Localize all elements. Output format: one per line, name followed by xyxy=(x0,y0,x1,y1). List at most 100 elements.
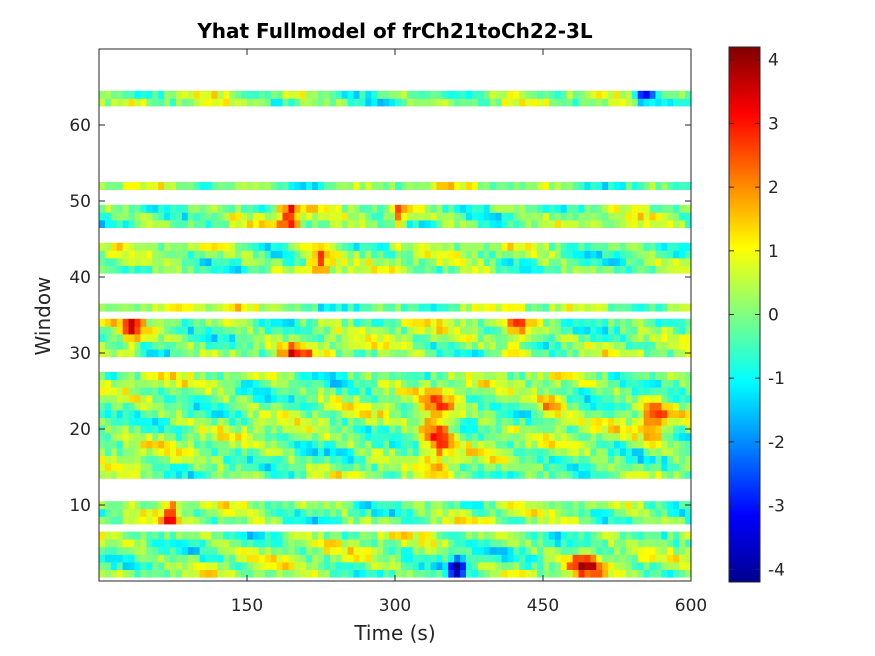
heatmap-cell xyxy=(365,318,372,327)
heatmap-cell xyxy=(507,463,514,472)
heatmap-cell xyxy=(406,440,414,449)
heatmap-cell xyxy=(264,470,272,479)
heatmap-cell xyxy=(395,220,402,228)
heatmap-cell xyxy=(673,432,680,441)
heatmap-cell xyxy=(306,98,313,107)
heatmap-cell xyxy=(353,470,360,479)
heatmap-cell xyxy=(685,265,692,274)
heatmap-cell xyxy=(661,98,668,107)
heatmap-cell xyxy=(300,98,307,107)
heatmap-cell xyxy=(335,402,343,411)
heatmap-cell xyxy=(347,531,354,540)
heatmap-cell xyxy=(679,349,686,358)
heatmap-cell xyxy=(181,90,189,99)
heatmap-cell xyxy=(371,463,378,472)
heatmap-cell xyxy=(229,379,236,388)
heatmap-cell xyxy=(258,501,266,510)
heatmap-cell xyxy=(596,448,603,456)
heatmap-cell xyxy=(152,303,159,312)
heatmap-cell xyxy=(294,98,301,107)
heatmap-cell xyxy=(507,258,514,266)
heatmap-cell xyxy=(477,303,485,312)
heatmap-cell xyxy=(400,318,408,327)
heatmap-cell xyxy=(625,394,633,403)
heatmap-cell xyxy=(454,220,461,228)
heatmap-cell xyxy=(318,448,325,456)
heatmap-cell xyxy=(489,220,497,228)
heatmap-cell xyxy=(590,204,597,213)
heatmap-cell xyxy=(436,303,443,312)
heatmap-cell xyxy=(383,440,390,449)
heatmap-cell xyxy=(608,372,615,380)
heatmap-cell xyxy=(217,265,224,274)
heatmap-cell xyxy=(223,394,230,403)
heatmap-cell xyxy=(164,212,171,221)
heatmap-cell xyxy=(412,470,420,479)
heatmap-cell xyxy=(395,516,402,525)
heatmap-cell xyxy=(211,372,218,380)
heatmap-cell xyxy=(477,539,485,548)
heatmap-cell xyxy=(602,394,609,403)
heatmap-cell xyxy=(513,410,520,418)
heatmap-cell xyxy=(525,387,532,396)
heatmap-cell xyxy=(537,531,544,540)
heatmap-cell xyxy=(578,334,585,342)
heatmap-cell xyxy=(335,410,343,418)
heatmap-cell xyxy=(116,569,124,578)
heatmap-cell xyxy=(430,220,437,228)
heatmap-cell xyxy=(205,387,212,396)
heatmap-cell xyxy=(371,425,378,434)
heatmap-cell xyxy=(448,326,455,335)
heatmap-cell xyxy=(122,98,129,107)
heatmap-cell xyxy=(205,242,212,251)
heatmap-cell xyxy=(134,569,141,578)
heatmap-cell xyxy=(537,349,544,358)
heatmap-cell xyxy=(205,341,212,350)
heatmap-cell xyxy=(175,417,183,426)
heatmap-cell xyxy=(347,98,354,107)
heatmap-cell xyxy=(389,204,396,213)
heatmap-cell xyxy=(335,212,343,221)
heatmap-cell xyxy=(590,90,597,99)
heatmap-cell xyxy=(247,554,254,563)
heatmap-cell xyxy=(365,440,372,449)
heatmap-cell xyxy=(181,242,189,251)
heatmap-cell xyxy=(146,204,153,213)
heatmap-cell xyxy=(270,303,277,312)
heatmap-cell xyxy=(323,463,331,472)
heatmap-cell xyxy=(631,448,639,456)
heatmap-cell xyxy=(537,265,544,274)
heatmap-cell xyxy=(448,539,455,548)
heatmap-cell xyxy=(543,204,550,213)
heatmap-cell xyxy=(637,410,645,418)
heatmap-cell xyxy=(661,326,668,335)
heatmap-cell xyxy=(477,258,485,266)
heatmap-cell xyxy=(359,417,366,426)
heatmap-cell xyxy=(318,569,325,578)
heatmap-cell xyxy=(341,212,349,221)
heatmap-cell xyxy=(448,90,455,99)
heatmap-cell xyxy=(365,394,372,403)
heatmap-cell xyxy=(685,372,692,380)
heatmap-cell xyxy=(205,372,212,380)
heatmap-cell xyxy=(406,455,414,464)
heatmap-cell xyxy=(466,546,473,555)
heatmap-cell xyxy=(104,98,112,107)
heatmap-cell xyxy=(531,212,538,221)
heatmap-cell xyxy=(158,448,165,456)
heatmap-cell xyxy=(158,531,165,540)
heatmap-cell xyxy=(383,410,390,418)
heatmap-cell xyxy=(377,402,384,411)
heatmap-cell xyxy=(679,546,686,555)
heatmap-cell xyxy=(241,250,248,259)
heatmap-cell xyxy=(619,546,627,555)
heatmap-cell xyxy=(554,470,562,479)
heatmap-cell xyxy=(643,349,650,358)
heatmap-cell xyxy=(276,250,283,259)
heatmap-cell xyxy=(667,341,674,350)
heatmap-cell xyxy=(128,539,135,548)
heatmap-cell xyxy=(566,539,573,548)
heatmap-cell xyxy=(566,220,573,228)
heatmap-cell xyxy=(673,448,680,456)
heatmap-cell xyxy=(217,387,224,396)
